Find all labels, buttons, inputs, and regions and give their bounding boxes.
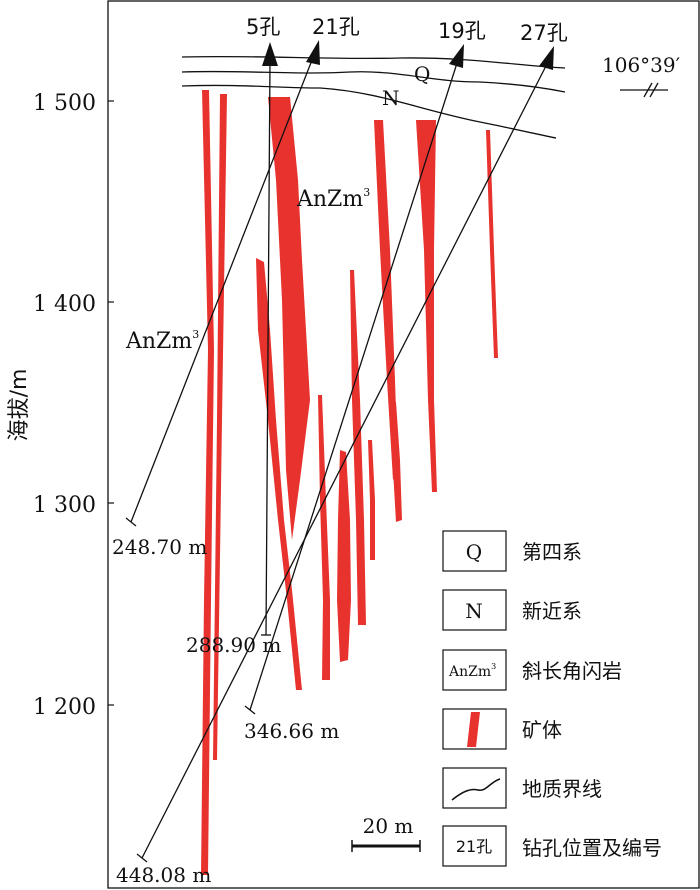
anzm-superscript: 3 — [192, 328, 199, 341]
ore-body — [268, 97, 310, 540]
borehole-27-end — [136, 853, 148, 863]
legend-box — [442, 530, 507, 572]
legend: Q 第四系 N 新近系 AnZm3 斜长角闪岩 矿体 地质界线 21孔 钻孔位置… — [442, 530, 662, 867]
arrow-icon — [539, 46, 554, 70]
legend-symbol: N — [465, 599, 483, 623]
y-tick-label: 1 400 — [33, 292, 96, 317]
arrow-icon — [262, 42, 278, 66]
boundary-line — [181, 70, 566, 93]
y-tick-label: 1 300 — [33, 493, 96, 518]
legend-symbol: 21孔 — [456, 837, 492, 856]
ore-body — [337, 450, 351, 662]
boundary-line — [181, 55, 566, 69]
arrow-icon — [306, 40, 320, 65]
layer-label-anzm: AnZm3 — [296, 186, 370, 212]
borehole-label: 27孔 — [520, 21, 568, 45]
borehole-21-trace — [130, 54, 315, 523]
plot-frame — [107, 0, 700, 889]
borehole-21-end — [125, 517, 137, 527]
borehole-27-trace — [141, 61, 549, 859]
legend-symbol: Q — [466, 540, 482, 564]
y-axis-label: 海拔/m — [7, 369, 32, 442]
borehole-19-end — [244, 705, 256, 715]
ore-body — [416, 120, 437, 492]
borehole-label: 21孔 — [312, 15, 360, 39]
boundary-line-icon — [451, 778, 501, 801]
scale-bar: 20 m — [351, 814, 421, 852]
legend-item-borehole: 21孔 钻孔位置及编号 — [442, 825, 662, 867]
ore-body — [318, 395, 330, 680]
y-tick-label: 1 500 — [33, 91, 96, 116]
legend-anzm-sup: 3 — [491, 662, 496, 671]
borehole-label: 19孔 — [438, 19, 486, 43]
legend-anzm: AnZm — [448, 664, 491, 680]
legend-label: 地质界线 — [522, 777, 602, 801]
anzm-label: AnZm — [296, 187, 363, 212]
legend-label: 钻孔位置及编号 — [522, 836, 662, 860]
ore-body — [486, 130, 498, 358]
ore-body — [350, 270, 366, 625]
ore-swatch-icon — [467, 712, 480, 747]
layer-label-anzm-side: AnZm3 — [125, 328, 199, 354]
ore-body — [213, 94, 227, 760]
borehole-label: 5孔 — [246, 15, 280, 39]
ore-bodies — [201, 90, 498, 875]
borehole-labels: 5孔 21孔 19孔 27孔 — [246, 15, 568, 45]
borehole-traces — [125, 54, 549, 863]
ore-body — [390, 400, 402, 522]
ore-body — [374, 120, 398, 480]
depth-labels: 288.90 m 248.70 m 346.66 m 448.08 m — [112, 535, 339, 887]
break-mark-icon — [649, 82, 659, 98]
legend-box — [442, 649, 507, 691]
depth-label: 248.70 m — [112, 535, 207, 559]
legend-item-q: Q 第四系 — [442, 530, 582, 572]
y-tick-label: 1 200 — [33, 695, 96, 720]
legend-label: 矿体 — [522, 718, 562, 742]
legend-symbol: AnZm3 — [448, 662, 496, 680]
ore-body — [201, 90, 214, 875]
borehole-19-trace — [249, 59, 459, 711]
orientation-marker: 106°39′ — [602, 53, 681, 98]
legend-box — [442, 767, 507, 809]
anzm-label: AnZm — [125, 329, 192, 354]
legend-box — [442, 825, 507, 867]
legend-label: 斜长角闪岩 — [522, 659, 622, 683]
layer-label-n: N — [382, 86, 400, 110]
depth-label: 346.66 m — [244, 719, 339, 743]
boundary-line — [181, 84, 557, 139]
geologic-boundaries — [181, 55, 566, 139]
ore-body — [368, 440, 375, 560]
break-mark-icon — [643, 82, 653, 98]
anzm-superscript: 3 — [363, 186, 370, 199]
orientation-label: 106°39′ — [602, 53, 681, 77]
y-axis: 1 500 1 400 1 300 1 200 海拔/m — [7, 91, 114, 720]
legend-label: 第四系 — [522, 540, 582, 564]
scale-bar-label: 20 m — [363, 814, 414, 838]
depth-label: 448.08 m — [116, 863, 211, 887]
legend-label: 新近系 — [522, 599, 582, 623]
legend-item-anzm: AnZm3 斜长角闪岩 — [442, 649, 622, 691]
borehole-arrows — [262, 40, 554, 70]
layer-label-q: Q — [414, 62, 430, 86]
legend-item-boundary: 地质界线 — [442, 767, 602, 809]
arrow-icon — [449, 44, 464, 68]
depth-label: 288.90 m — [186, 633, 281, 657]
borehole-5-trace — [265, 59, 271, 636]
legend-item-ore: 矿体 — [442, 708, 562, 750]
legend-box — [442, 589, 507, 631]
legend-item-n: N 新近系 — [442, 589, 582, 631]
